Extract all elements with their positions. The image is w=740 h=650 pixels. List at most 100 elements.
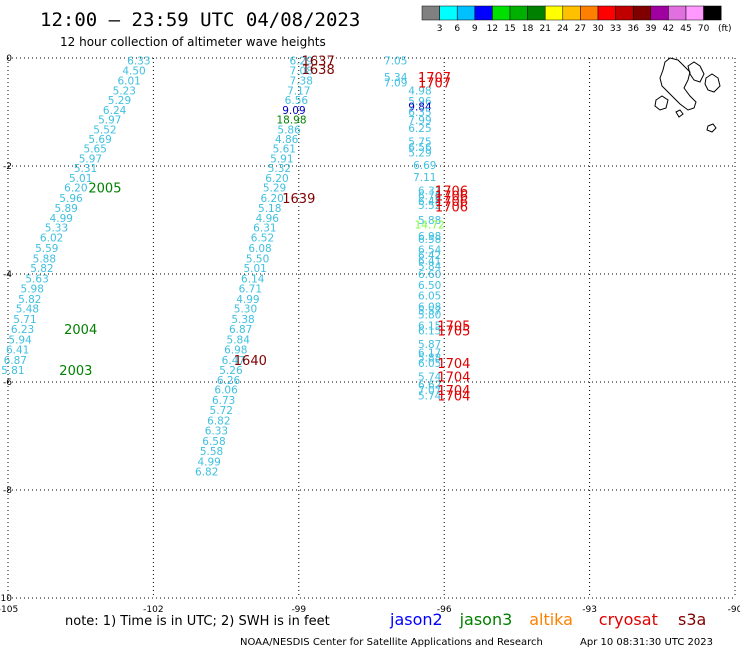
wave-height-label: 6.48 [418, 196, 441, 208]
wave-height-label: 6.58 [418, 234, 441, 246]
wave-height-label: 4.99 [197, 456, 220, 468]
wave-height-label: 6.15 [418, 320, 441, 332]
wave-height-label: 5.81 [1, 365, 24, 377]
wave-height-label: 5.26 [219, 365, 243, 377]
wave-height-label: 5.84 [418, 261, 442, 273]
y-tick-label: -8 [3, 486, 12, 496]
wave-height-label: 5.80 [418, 310, 441, 322]
pass-time-label: 1706 [435, 201, 468, 216]
wave-height-label: 7.05 [384, 56, 407, 68]
legend-label: 15 [504, 24, 515, 34]
wave-height-label: 6.20 [64, 183, 87, 195]
wave-height-label: 5.33 [45, 223, 68, 235]
legend-swatch [703, 5, 722, 21]
wave-height-label: 7.09 [384, 77, 407, 89]
legend-label: 3 [437, 24, 443, 34]
wave-height-label: 5.01 [243, 263, 266, 275]
wave-height-label: 6.71 [239, 284, 262, 296]
legend-label: 36 [627, 24, 639, 34]
chart-subtitle: 12 hour collection of altimeter wave hei… [60, 35, 326, 49]
wave-height-label: 6.25 [408, 123, 431, 135]
wave-height-label: 4.99 [236, 294, 259, 306]
legend-swatch [474, 5, 493, 21]
pass-time-label: 1638 [302, 63, 335, 78]
wave-height-points: 6.334.506.015.235.296.245.975.525.695.65… [1, 56, 445, 479]
legend-swatch [615, 5, 634, 21]
wave-height-label: 6.56 [408, 142, 432, 154]
legend-label: 70 [698, 24, 710, 34]
wave-height-label: 5.32 [268, 163, 291, 175]
wave-height-label: 5.75 [408, 137, 431, 149]
pass-time-label: 1704 [437, 371, 470, 386]
wave-height-label: 7.11 [413, 172, 436, 184]
wave-height-label: 5.29 [408, 148, 431, 160]
legend-label: 33 [610, 24, 621, 34]
legend-swatch [685, 5, 704, 21]
pass-time-label: 1637 [302, 55, 335, 70]
wave-height-label: 5.82 [30, 263, 53, 275]
wave-height-label: 6.41 [6, 345, 29, 357]
legend-label: 27 [575, 24, 586, 34]
wave-height-label: 6.08 [418, 301, 441, 313]
wave-height-label: 5.29 [263, 183, 286, 195]
legend-swatch [527, 5, 546, 21]
wave-height-label: 6.33 [127, 56, 150, 68]
wave-height-label: 5.74 [418, 372, 442, 384]
pass-time-label: 2005 [88, 182, 121, 197]
wave-height-label: 5.69 [88, 134, 111, 146]
mission-label: cryosat [599, 610, 658, 629]
pass-time-label: 1706 [435, 190, 468, 205]
pass-time-label: 1704 [437, 390, 470, 405]
legend-label: 39 [645, 24, 657, 34]
wave-height-label: 6.98 [418, 231, 441, 243]
wave-height-label: 6.20 [260, 193, 283, 205]
wave-height-label: 14.72 [415, 219, 445, 231]
wave-height-label: 4.99 [50, 213, 73, 225]
wave-height-label: 6.54 [418, 245, 442, 257]
wave-height-label: 5.23 [113, 85, 136, 97]
wave-height-label: 5.18 [258, 203, 281, 215]
wave-height-label: 5.52 [418, 200, 441, 212]
y-tick-label: -10 [0, 594, 12, 604]
wave-height-label: 5.50 [246, 253, 269, 265]
wave-height-label: 6.08 [248, 243, 271, 255]
wave-height-label: 6.31 [418, 185, 441, 197]
wave-height-label: 5.63 [25, 273, 48, 285]
legend-swatch [597, 5, 616, 21]
wave-height-label: 5.71 [13, 314, 36, 326]
wave-height-label: 6.76 [418, 191, 442, 203]
wave-height-label: 7.38 [290, 76, 313, 88]
chart-title: 12:00 — 23:59 UTC 04/08/2023 [40, 9, 360, 31]
wave-height-label: 6.31 [253, 223, 276, 235]
wave-height-label: 6.52 [251, 232, 274, 244]
wave-height-label: 6.29 [290, 56, 313, 68]
footer-timestamp: Apr 10 08:31:30 UTC 2023 [580, 637, 713, 648]
wave-height-label: 5.31 [74, 163, 97, 175]
mission-label: s3a [678, 610, 706, 629]
x-tick-label: -93 [582, 605, 597, 615]
wave-height-label: 6.87 [229, 324, 252, 336]
wave-height-label: 6.14 [241, 273, 265, 285]
wave-height-label: 6.62 [418, 380, 441, 392]
coastline-inset [654, 57, 721, 133]
legend-swatch [421, 5, 440, 21]
wave-height-label: 5.82 [18, 294, 41, 306]
wave-height-label: 6.06 [214, 385, 238, 397]
wave-height-label: 9.09 [282, 105, 305, 117]
wave-height-label: 4.98 [408, 85, 431, 97]
wave-height-label: 5.88 [418, 353, 441, 365]
mission-label: altika [529, 610, 573, 629]
wave-height-label: 6.20 [265, 173, 288, 185]
wave-height-label: 6.01 [117, 76, 140, 88]
pass-time-label: 2004 [64, 323, 97, 338]
x-tick-label: -102 [143, 605, 163, 615]
y-tick-label: -4 [3, 270, 12, 280]
legend-swatch [509, 5, 528, 21]
wave-height-label: 5.91 [270, 153, 293, 165]
legend-label: 12 [487, 24, 498, 34]
wave-height-label: 5.58 [200, 446, 223, 458]
wave-height-label: 4.86 [275, 134, 299, 146]
wave-height-label: 5.97 [79, 153, 102, 165]
wave-height-label: 6.87 [4, 355, 27, 367]
wave-height-label: 5.84 [227, 334, 251, 346]
